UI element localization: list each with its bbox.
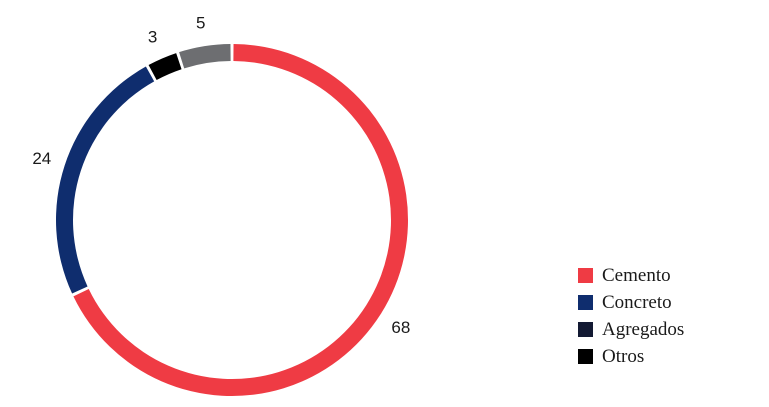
legend-item-cemento: Cemento <box>578 262 684 289</box>
data-labels: 68 24 3 5 <box>32 13 410 337</box>
legend-item-agregados: Agregados <box>578 316 684 343</box>
slice-concreto <box>55 66 155 294</box>
data-label-concreto: 24 <box>32 149 51 168</box>
legend-label-cemento: Cemento <box>602 264 671 286</box>
legend-swatch-agregados <box>578 322 593 337</box>
legend-swatch-cemento <box>578 268 593 283</box>
legend-swatch-concreto <box>578 295 593 310</box>
slice-otros <box>179 44 231 69</box>
legend-item-otros: Otros <box>578 343 684 370</box>
legend-item-concreto: Concreto <box>578 289 684 316</box>
data-label-cemento: 68 <box>391 318 410 337</box>
donut-slices <box>55 44 408 396</box>
data-label-agregados: 3 <box>148 27 157 46</box>
chart-legend: Cemento Concreto Agregados Otros <box>578 262 684 370</box>
legend-label-otros: Otros <box>602 345 645 367</box>
slice-agregados <box>148 53 182 81</box>
legend-swatch-otros <box>578 349 593 364</box>
legend-label-agregados: Agregados <box>602 318 685 340</box>
data-label-otros: 5 <box>196 13 205 32</box>
legend-label-concreto: Concreto <box>602 291 672 313</box>
